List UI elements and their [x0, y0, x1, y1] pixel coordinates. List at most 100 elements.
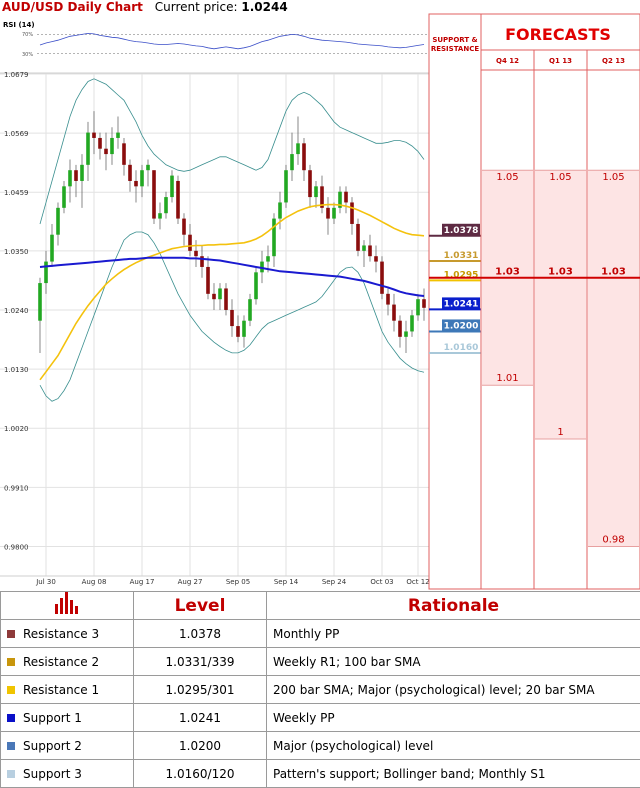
row-level: 1.0295/301 [134, 676, 267, 704]
col-level-header: Level [134, 592, 267, 620]
bearish-candle [422, 299, 426, 308]
forecast-high: 1.05 [496, 172, 518, 183]
bullish-candle [116, 133, 120, 138]
bullish-candle [296, 143, 300, 154]
bearish-candle [386, 294, 390, 305]
y-tick-label: 1.0569 [4, 130, 29, 138]
forecast-high: 1.05 [602, 172, 624, 183]
bullish-candle [242, 321, 246, 337]
row-level: 1.0378 [134, 620, 267, 648]
aud-usd-chart: 1.06791.05691.04591.03501.02401.01301.00… [0, 0, 640, 591]
levels-table-header: Level Rationale [1, 592, 640, 620]
forecast-range [588, 170, 639, 546]
row-name-cell: Resistance 2 [1, 648, 134, 676]
bearish-candle [206, 267, 210, 294]
color-swatch [7, 770, 15, 778]
bullish-candle [146, 165, 150, 170]
forecast-range [535, 170, 586, 439]
row-rationale: Pattern's support; Bollinger band; Month… [267, 760, 640, 788]
bullish-candle [248, 299, 252, 320]
row-name-cell: Support 3 [1, 760, 134, 788]
bullish-candle [290, 154, 294, 170]
x-tick-label: Aug 08 [82, 578, 107, 586]
forecast-col-label: Q2 13 [602, 57, 625, 65]
bearish-candle [128, 165, 132, 181]
row-name-cell: Support 2 [1, 732, 134, 760]
sr-level-value: 1.0295 [444, 270, 479, 280]
bearish-candle [134, 181, 138, 186]
bearish-candle [350, 202, 354, 223]
bullish-candle [158, 213, 162, 218]
rsi-panel [0, 14, 429, 72]
x-tick-label: Jul 30 [35, 578, 56, 586]
y-tick-label: 0.9910 [4, 484, 29, 492]
y-tick-label: 1.0130 [4, 366, 29, 374]
bullish-candle [362, 245, 366, 250]
color-swatch [7, 742, 15, 750]
bullish-candle [80, 165, 84, 181]
row-level: 1.0160/120 [134, 760, 267, 788]
sr-header-line2: RESISTANCE [431, 45, 480, 53]
forecast-col-label: Q1 13 [549, 57, 572, 65]
bullish-candle [164, 197, 168, 213]
bullish-candle [284, 170, 288, 202]
forecast-low: 1.01 [496, 373, 518, 384]
bearish-candle [380, 262, 384, 294]
bullish-candle [170, 176, 174, 197]
y-tick-label: 1.0679 [4, 71, 29, 79]
bar-chart-icon [1, 592, 134, 620]
current-price-label: Current price: [155, 0, 238, 14]
forecast-mid: 1.03 [548, 267, 573, 278]
bearish-candle [92, 133, 96, 138]
bullish-candle [44, 262, 48, 283]
bullish-candle [218, 288, 222, 299]
rsi-level-30: 30% [22, 52, 33, 58]
bullish-candle [38, 283, 42, 321]
bullish-candle [68, 170, 72, 186]
chart-header: AUD/USD Daily Chart Current price: 1.024… [2, 0, 288, 14]
x-tick-label: Sep 14 [274, 578, 299, 586]
row-name-cell: Resistance 3 [1, 620, 134, 648]
rsi-label: RSI (14) [3, 21, 35, 29]
row-level: 1.0200 [134, 732, 267, 760]
bullish-candle [62, 186, 66, 207]
sr-level-value: 1.0241 [444, 299, 479, 309]
col-rationale-header: Rationale [267, 592, 640, 620]
bullish-candle [272, 219, 276, 257]
color-swatch [7, 686, 15, 694]
bullish-candle [254, 272, 258, 299]
bearish-candle [98, 138, 102, 149]
y-tick-label: 1.0020 [4, 425, 29, 433]
bullish-candle [314, 186, 318, 197]
bearish-candle [176, 181, 180, 219]
chart-title: AUD/USD Daily Chart [2, 0, 143, 14]
bullish-candle [50, 235, 54, 262]
current-price-value: 1.0244 [241, 0, 287, 14]
bullish-candle [110, 138, 114, 154]
bearish-candle [224, 288, 228, 309]
color-swatch [7, 714, 15, 722]
bullish-candle [416, 299, 420, 315]
forecast-high: 1.05 [549, 172, 571, 183]
bullish-candle [332, 208, 336, 219]
x-tick-label: Aug 17 [130, 578, 155, 586]
sr-level-value: 1.0331 [444, 251, 479, 261]
bearish-candle [368, 245, 372, 256]
x-tick-label: Sep 05 [226, 578, 250, 586]
price-plot-area [0, 74, 429, 589]
row-name: Support 3 [23, 767, 82, 781]
bearish-candle [182, 219, 186, 235]
bearish-candle [104, 149, 108, 154]
row-rationale: Major (psychological) level [267, 732, 640, 760]
bearish-candle [398, 321, 402, 337]
x-tick-label: Oct 12 [406, 578, 429, 586]
bearish-candle [74, 170, 78, 181]
bullish-candle [86, 133, 90, 165]
